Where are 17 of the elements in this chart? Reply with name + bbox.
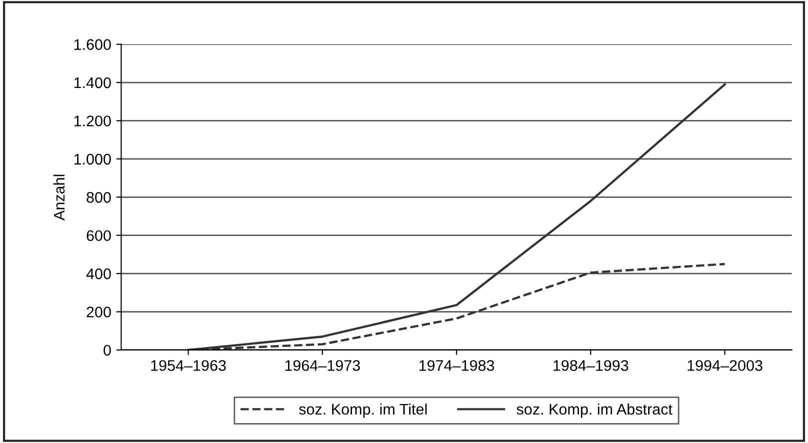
x-tick-label: 1984–1993: [554, 360, 628, 371]
y-tick-label: 0: [104, 344, 111, 356]
y-tick-label: 1.200: [74, 116, 111, 126]
x-tick-label: 1954–1963: [151, 360, 226, 371]
x-tick-label: 1994–2003: [688, 360, 762, 371]
legend-label: soz. Komp. im Abstract: [516, 403, 672, 418]
x-tick-label: 1974–1983: [419, 360, 494, 371]
y-tick-label: 200: [86, 306, 111, 318]
x-tick-label: 1964–1973: [285, 360, 360, 371]
legend-label: soz. Komp. im Titel: [299, 403, 427, 418]
y-tick-label: 400: [86, 268, 111, 280]
y-tick-label: 800: [86, 192, 111, 203]
y-tick-label: 1.600: [74, 39, 111, 50]
y-axis-title: Anzahl: [53, 174, 65, 220]
y-tick-label: 600: [86, 230, 111, 242]
y-tick-label: 1.000: [74, 154, 111, 165]
y-tick-label: 1.400: [74, 77, 111, 88]
